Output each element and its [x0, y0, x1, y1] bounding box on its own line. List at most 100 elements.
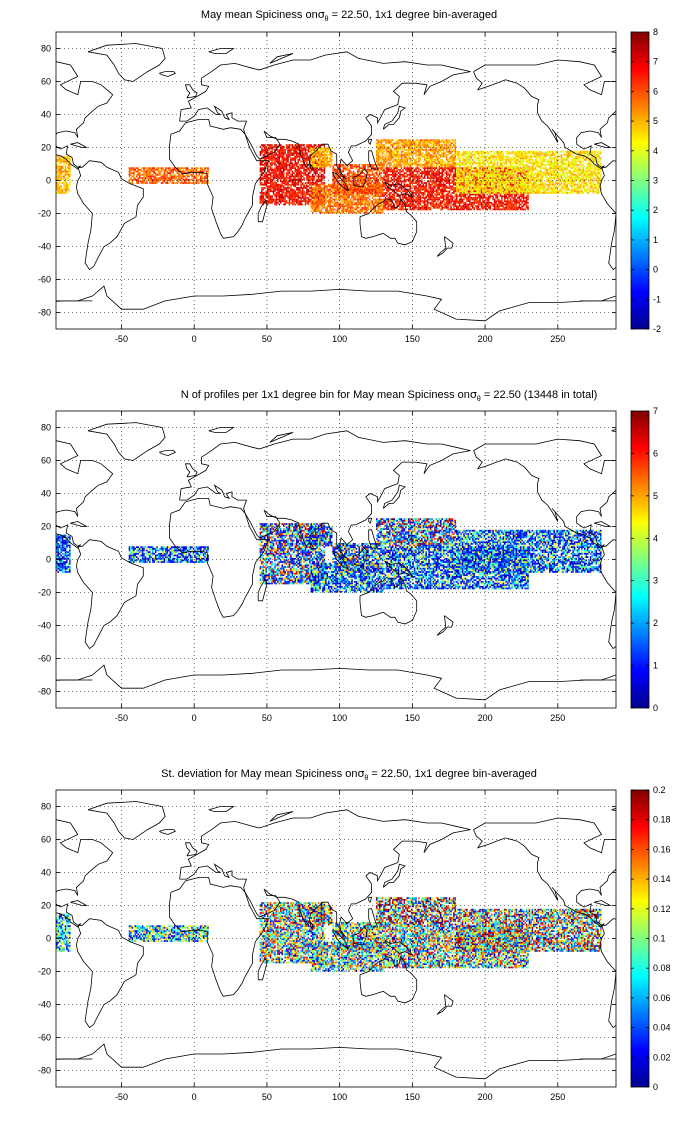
data-cell [328, 183, 330, 186]
data-cell [445, 162, 448, 165]
data-cell [274, 201, 276, 204]
data-cell [138, 177, 141, 179]
data-cell [437, 178, 439, 181]
data-cell [201, 175, 203, 178]
data-cell [325, 200, 327, 203]
data-cell [405, 168, 407, 171]
data-cell [364, 190, 366, 193]
data-cell [425, 197, 427, 199]
data-cell [410, 142, 413, 145]
data-cell [410, 193, 413, 196]
data-cell [310, 210, 313, 212]
data-cell [61, 160, 64, 163]
data-cell [319, 144, 321, 146]
data-cell [66, 183, 68, 186]
data-cell [384, 147, 387, 150]
data-cell [383, 203, 385, 206]
data-cell [453, 182, 455, 184]
data-cell [399, 139, 401, 141]
data-cell [406, 164, 409, 166]
data-cell [426, 165, 429, 168]
data-cell [284, 183, 286, 186]
data-cell [288, 170, 291, 173]
data-cell [262, 144, 265, 146]
data-cell [416, 160, 419, 163]
data-cell [424, 177, 426, 179]
data-cell [320, 177, 323, 179]
data-cell [269, 182, 272, 184]
data-cell [435, 185, 438, 188]
data-cell [265, 193, 267, 196]
data-cell [384, 183, 387, 186]
data-cell [294, 203, 297, 206]
data-cell [316, 192, 318, 194]
data-cell [266, 157, 269, 160]
data-cell [275, 160, 278, 163]
data-cell [360, 173, 362, 176]
data-cell [298, 173, 301, 176]
data-cell [312, 197, 314, 199]
data-cell [262, 200, 265, 203]
data-cell [364, 164, 366, 166]
data-cell [194, 175, 196, 178]
data-cell [261, 152, 263, 155]
data-cell [312, 206, 314, 209]
data-cell [451, 208, 454, 211]
data-cell [380, 178, 382, 181]
data-cell [394, 172, 397, 174]
data-cell [416, 195, 419, 198]
data-cell [61, 159, 64, 161]
data-cell [440, 180, 442, 183]
data-cell [448, 164, 451, 166]
data-cell [293, 198, 295, 201]
data-cell [184, 175, 186, 178]
data-cell [370, 188, 372, 191]
data-cell [338, 164, 340, 166]
data-cell [66, 167, 68, 170]
data-cell [150, 167, 153, 170]
data-cell [329, 198, 331, 201]
data-cell [188, 172, 190, 174]
data-cell [349, 201, 352, 204]
data-cell [131, 178, 134, 181]
data-cell [416, 162, 419, 165]
data-cell [435, 165, 438, 168]
data-cell [392, 157, 394, 160]
data-cell [357, 175, 359, 178]
data-cell [381, 208, 384, 211]
data-cell [178, 170, 180, 173]
data-cell [386, 167, 388, 170]
data-cell [453, 149, 455, 151]
data-cell [392, 173, 394, 176]
data-cell [307, 149, 310, 151]
data-cell [418, 178, 420, 181]
data-cell [178, 177, 180, 179]
data-cell [287, 190, 289, 193]
data-cell [323, 154, 326, 156]
data-cell [262, 149, 265, 151]
data-cell [368, 180, 371, 183]
data-cell [141, 167, 144, 170]
data-cell [445, 155, 448, 158]
data-cell [405, 185, 407, 188]
data-cell [288, 198, 291, 201]
data-cell [405, 180, 407, 183]
data-cell [447, 208, 449, 211]
data-cell [314, 152, 317, 155]
data-cell [389, 164, 391, 166]
data-cell [448, 195, 451, 198]
data-cell [349, 175, 352, 178]
data-cell [191, 175, 193, 178]
data-cell [310, 187, 313, 189]
data-cell [377, 154, 379, 156]
data-cell [326, 200, 329, 203]
data-cell [406, 150, 409, 153]
data-cell [351, 188, 353, 191]
data-cell [298, 180, 301, 183]
data-cell [316, 182, 318, 184]
data-cell [312, 175, 314, 178]
data-cell [357, 205, 359, 207]
data-cell [281, 177, 283, 179]
data-cell [336, 201, 339, 204]
data-cell [314, 154, 317, 156]
